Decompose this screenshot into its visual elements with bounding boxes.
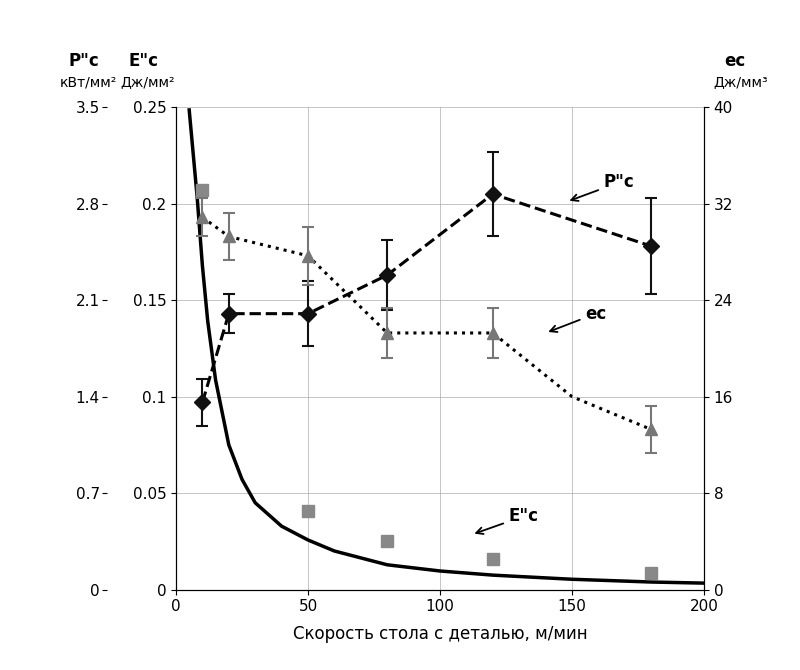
Text: eс: eс <box>724 52 746 70</box>
Text: E"c: E"c <box>128 52 158 70</box>
Text: Дж/мм²: Дж/мм² <box>120 75 174 89</box>
Text: Дж/мм³: Дж/мм³ <box>714 75 768 89</box>
Text: P"c: P"c <box>571 174 634 201</box>
Text: кВт/мм²: кВт/мм² <box>60 75 118 89</box>
X-axis label: Скорость стола с деталью, м/мин: Скорость стола с деталью, м/мин <box>293 625 587 643</box>
Text: E"c: E"c <box>476 507 538 534</box>
Text: P"c: P"c <box>68 52 98 70</box>
Text: eс: eс <box>550 305 606 332</box>
